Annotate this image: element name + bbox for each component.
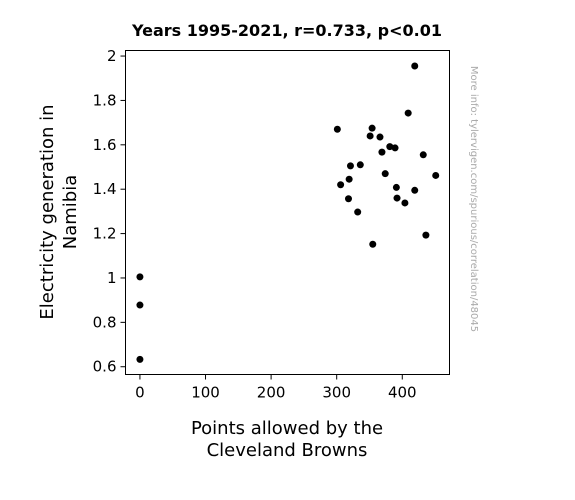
y-tick-label: 1	[107, 269, 117, 287]
data-point	[411, 186, 419, 194]
data-point	[391, 144, 399, 152]
data-point	[422, 231, 430, 239]
x-axis-label-line-1: Points allowed by the	[191, 418, 383, 439]
data-point	[356, 161, 364, 169]
data-point	[432, 171, 440, 179]
y-tick-label: 1.4	[93, 180, 117, 198]
data-point	[401, 199, 409, 207]
data-point	[378, 148, 386, 156]
y-axis-label-line-1: Electricity generation in	[37, 104, 58, 319]
x-tick-label: 200	[257, 384, 286, 402]
data-point	[344, 195, 352, 203]
data-point	[404, 109, 412, 117]
data-point	[346, 162, 354, 170]
x-axis-label-line-2: Cleveland Browns	[207, 440, 368, 461]
data-point	[136, 273, 144, 281]
data-point	[369, 240, 377, 248]
data-point	[354, 208, 362, 216]
y-axis: 0.6 0.8 1 1.2 1.4 1.6 1.8 2	[93, 47, 126, 376]
data-points	[136, 62, 440, 363]
y-axis-label-line-2: Namibia	[60, 175, 81, 250]
y-tick-label: 0.6	[93, 358, 117, 376]
y-tick-label: 1.2	[93, 225, 117, 243]
data-point	[136, 355, 144, 363]
y-tick-label: 0.8	[93, 313, 117, 331]
data-point	[136, 301, 144, 309]
y-tick-label: 2	[107, 47, 117, 65]
y-tick-label: 1.6	[93, 136, 117, 154]
data-point	[386, 143, 394, 151]
data-point	[411, 62, 419, 70]
data-point	[392, 183, 400, 191]
data-point	[333, 125, 341, 133]
data-point	[366, 132, 374, 140]
data-point	[393, 194, 401, 202]
x-tick-label: 100	[191, 384, 220, 402]
data-point	[381, 170, 389, 178]
x-tick-label: 300	[322, 384, 351, 402]
x-tick-label: 0	[135, 384, 145, 402]
data-point	[337, 181, 345, 189]
x-axis: 0 100 200 300 400	[135, 374, 417, 402]
data-point	[368, 124, 376, 132]
data-point	[345, 175, 353, 183]
plot-area	[125, 50, 450, 375]
data-point	[376, 133, 384, 141]
x-tick-label: 400	[388, 384, 417, 402]
y-tick-label: 1.8	[93, 91, 117, 109]
chart-title: Years 1995-2021, r=0.733, p<0.01	[131, 21, 442, 40]
watermark-text: More info: tylervigen.com/spurious/corre…	[468, 66, 479, 332]
data-point	[419, 151, 427, 159]
